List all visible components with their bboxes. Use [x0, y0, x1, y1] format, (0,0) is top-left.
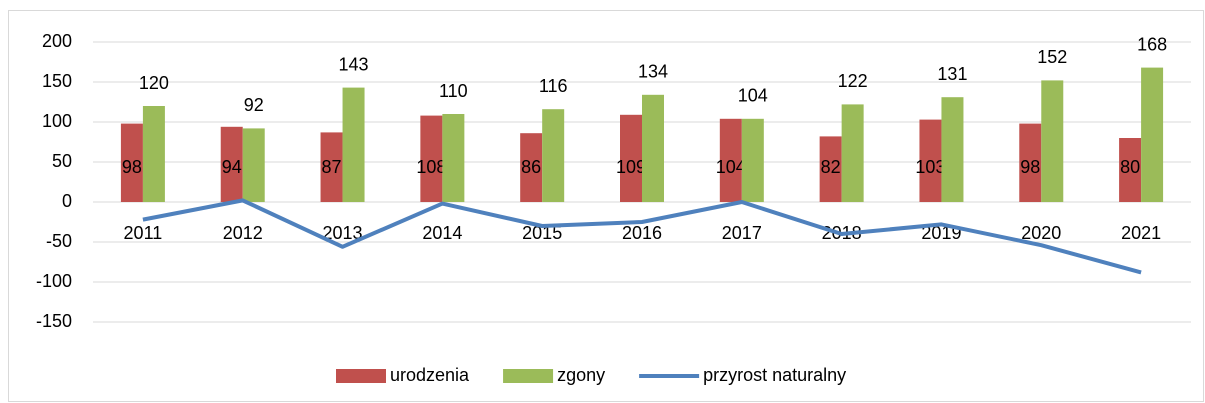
data-label: 98 — [122, 157, 142, 177]
data-label: 122 — [838, 71, 868, 91]
bar — [819, 136, 842, 202]
y-tick-label: -50 — [46, 231, 72, 251]
line — [142, 198, 1142, 275]
x-tick-label: 2011 — [124, 223, 163, 243]
legend-swatch — [503, 369, 554, 383]
data-label: 108 — [416, 157, 446, 177]
y-tick-label: 50 — [52, 151, 72, 171]
data-label: 103 — [915, 157, 945, 177]
bar — [1119, 138, 1142, 202]
x-tick-label: 2013 — [323, 223, 363, 243]
y-tick-label: 0 — [62, 191, 72, 211]
bar — [1041, 80, 1064, 202]
data-label: 94 — [222, 157, 242, 177]
bar — [841, 104, 864, 202]
x-tick-label: 2012 — [223, 223, 263, 243]
bar — [142, 106, 165, 202]
bar — [642, 94, 664, 202]
data-label: 82 — [821, 157, 841, 177]
data-label: 87 — [322, 157, 342, 177]
data-label: 120 — [139, 73, 169, 93]
y-tick-label: -100 — [36, 271, 72, 291]
bar — [719, 118, 742, 202]
data-label: 104 — [738, 86, 768, 106]
legend-label: przyrost naturalny — [703, 365, 846, 385]
bar — [320, 132, 343, 202]
y-tick-label: 200 — [42, 31, 72, 51]
x-tick-label: 2016 — [622, 223, 662, 243]
data-label: 92 — [244, 95, 264, 115]
x-tick-label: 2020 — [1021, 223, 1061, 243]
bar — [242, 128, 265, 202]
bar — [542, 109, 565, 202]
data-label: 98 — [1020, 157, 1040, 177]
x-tick-label: 2014 — [422, 223, 462, 243]
y-tick-label: 100 — [42, 111, 72, 131]
x-tick-label: 2021 — [1121, 223, 1161, 243]
data-label: 143 — [339, 54, 369, 74]
legend-label: zgony — [557, 365, 605, 385]
x-tick-label: 2017 — [722, 223, 762, 243]
legend-swatch — [336, 369, 386, 383]
bar — [1019, 123, 1042, 202]
bar — [741, 118, 764, 202]
bar — [919, 119, 942, 202]
y-tick-label: 150 — [42, 71, 72, 91]
data-label: 168 — [1137, 34, 1167, 54]
bar — [120, 123, 143, 202]
bar — [420, 115, 443, 202]
data-label: 109 — [616, 157, 646, 177]
data-label: 110 — [439, 81, 468, 101]
bar — [220, 126, 243, 202]
data-label: 134 — [638, 62, 668, 82]
data-label: 131 — [937, 64, 967, 84]
bar — [520, 133, 543, 202]
x-tick-label: 2015 — [522, 223, 562, 243]
data-label: 86 — [521, 157, 541, 177]
chart-border — [8, 10, 1204, 402]
data-label: 152 — [1037, 47, 1067, 67]
bar — [342, 87, 365, 202]
bar — [941, 97, 964, 202]
data-label: 116 — [539, 76, 568, 96]
data-label: 80 — [1120, 157, 1140, 177]
bar — [620, 114, 642, 202]
y-tick-label: -150 — [36, 311, 72, 331]
bar — [1141, 67, 1164, 202]
legend-label: urodzenia — [390, 365, 470, 385]
bar — [442, 114, 465, 202]
data-label: 104 — [716, 157, 746, 177]
